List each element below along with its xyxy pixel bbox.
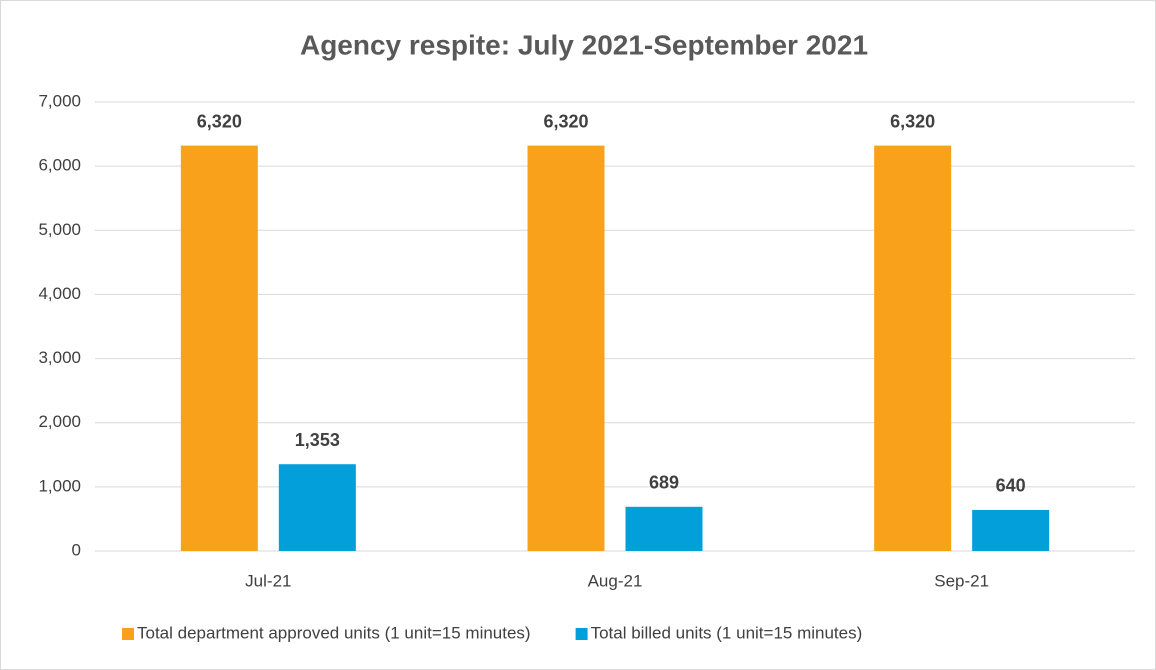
value-label: 689 xyxy=(649,473,679,493)
bar xyxy=(180,145,258,552)
bar xyxy=(278,464,356,551)
value-label: 6,320 xyxy=(890,111,935,131)
x-tick-label: Sep-21 xyxy=(934,571,989,590)
y-tick-label: 4,000 xyxy=(38,284,81,303)
legend-swatch xyxy=(575,628,588,640)
legend-swatch xyxy=(122,628,134,640)
value-label: 1,353 xyxy=(295,430,340,450)
y-tick-label: 3,000 xyxy=(38,348,81,367)
y-tick-label: 1,000 xyxy=(38,476,81,495)
legend-label: Total department approved units (1 unit=… xyxy=(137,623,531,642)
value-label: 6,320 xyxy=(543,111,588,131)
value-label: 6,320 xyxy=(197,111,242,131)
bar xyxy=(874,145,952,552)
bar xyxy=(527,145,605,552)
y-tick-label: 7,000 xyxy=(38,91,81,110)
x-tick-label: Jul-21 xyxy=(245,571,291,590)
y-tick-label: 6,000 xyxy=(38,156,81,175)
y-tick-label: 5,000 xyxy=(38,220,81,239)
x-tick-label: Aug-21 xyxy=(588,571,643,590)
value-label: 640 xyxy=(996,476,1026,496)
y-tick-label: 0 xyxy=(72,540,81,559)
bar xyxy=(625,506,703,551)
y-tick-label: 2,000 xyxy=(38,412,81,431)
legend-label: Total billed units (1 unit=15 minutes) xyxy=(591,623,863,642)
bar xyxy=(972,509,1050,551)
chart-title: Agency respite: July 2021-September 2021 xyxy=(300,29,868,60)
